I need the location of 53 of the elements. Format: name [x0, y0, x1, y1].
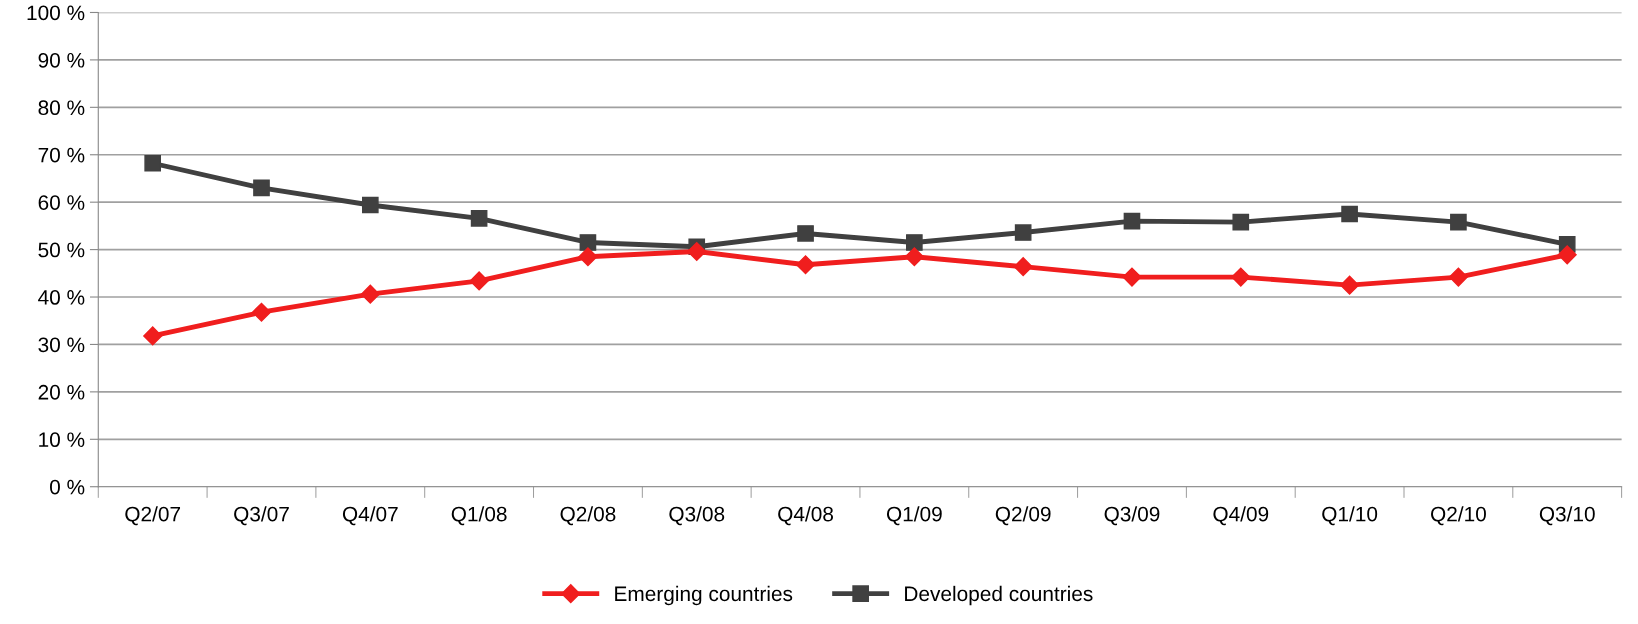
y-tick-label: 50 %: [38, 242, 85, 258]
y-tick-label: 70 %: [38, 147, 85, 163]
point: [1122, 267, 1142, 287]
x-tick-label: Q3/10: [1539, 506, 1595, 526]
point: [904, 247, 924, 267]
x-tick-label: Q1/08: [451, 506, 507, 526]
point: [796, 255, 816, 275]
y-tick-label: 60 %: [38, 195, 85, 210]
point: [579, 234, 597, 251]
point: [470, 209, 488, 227]
x-tick-label: Q1/09: [886, 506, 942, 526]
point: [1013, 257, 1033, 277]
point: [1340, 275, 1360, 295]
x-tick-label: Q3/07: [234, 506, 289, 526]
point: [253, 179, 270, 197]
point: [578, 247, 598, 267]
point: [1232, 213, 1250, 231]
point: [1448, 267, 1468, 287]
x-tick-label: Q4/07: [342, 506, 398, 526]
x-tick-label: Q2/10: [1431, 506, 1486, 526]
y-tick-label: 40 %: [38, 290, 85, 305]
x-tick-label: Q1/10: [1322, 506, 1378, 526]
point: [797, 225, 814, 242]
legend-label: Emerging countries: [615, 585, 793, 606]
point: [906, 234, 923, 251]
point: [1014, 224, 1032, 241]
x-tick-label: Q2/08: [560, 506, 616, 526]
point: [1341, 205, 1358, 223]
y-tick-label: 0 %: [50, 479, 85, 495]
y-tick-label: 10 %: [39, 432, 85, 448]
point: [1123, 212, 1141, 230]
y-tick-label: 30 %: [38, 337, 85, 353]
point: [143, 326, 163, 346]
point: [360, 284, 380, 304]
legend-label: Developed countries: [905, 585, 1093, 606]
point: [687, 241, 707, 262]
y-tick-label: 100 %: [27, 5, 85, 21]
x-tick-label: Q2/07: [125, 506, 181, 526]
x-tick-label: Q4/08: [778, 506, 834, 526]
point: [361, 196, 379, 214]
point: [1231, 267, 1251, 287]
point: [144, 154, 162, 172]
point: [251, 302, 272, 322]
x-tick-label: Q3/09: [1104, 506, 1160, 526]
x-tick-label: Q3/08: [669, 506, 725, 526]
y-tick-label: 80 %: [38, 100, 85, 116]
point: [1557, 245, 1577, 265]
x-tick-label: Q2/09: [995, 506, 1051, 526]
x-tick-label: Q4/09: [1213, 506, 1269, 526]
y-tick-label: 20 %: [38, 384, 85, 400]
point: [469, 271, 489, 291]
y-tick-label: 90 %: [38, 52, 85, 68]
point: [1450, 213, 1467, 231]
